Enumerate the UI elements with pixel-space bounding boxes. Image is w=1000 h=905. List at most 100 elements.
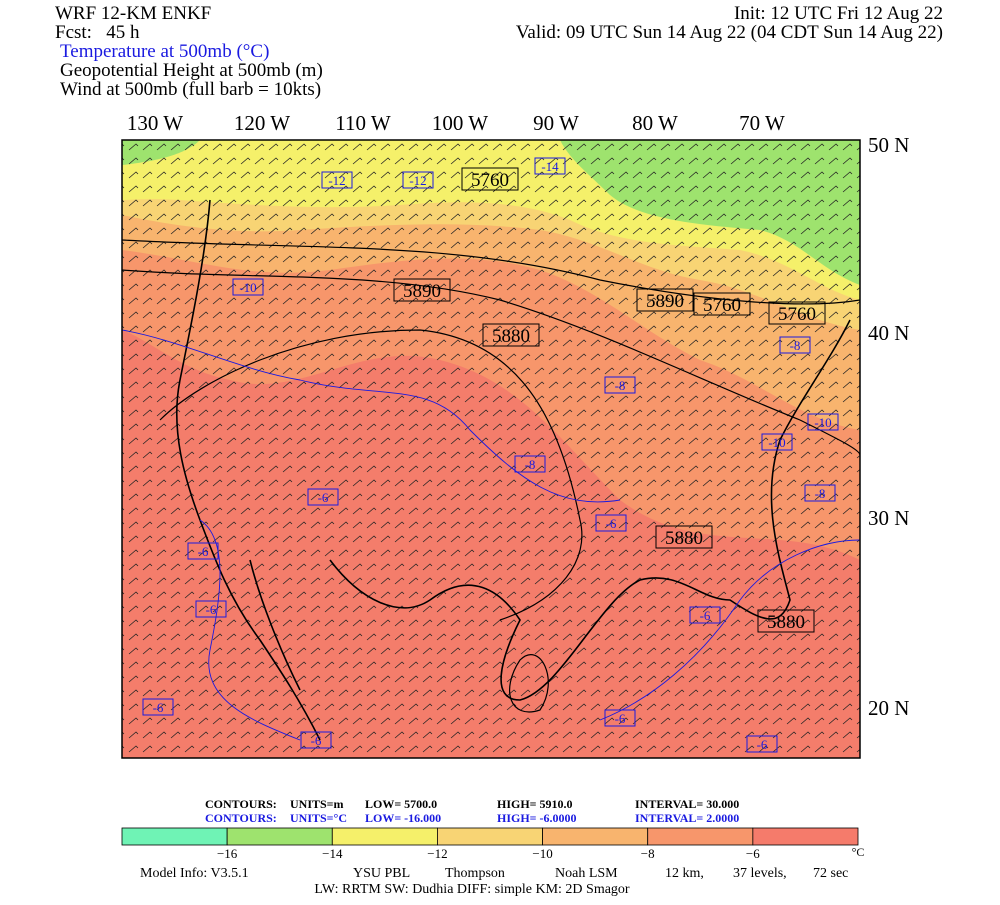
height-label-box	[636, 288, 694, 312]
height-label: 5880	[492, 326, 530, 347]
init-time: Init: 12 UTC Fri 12 Aug 22	[734, 3, 943, 24]
height-label-box	[393, 278, 451, 302]
temperature-label: -6	[311, 733, 322, 748]
height-label-box	[482, 323, 540, 347]
temperature-label-box	[761, 433, 793, 451]
temperature-label: -8	[525, 457, 536, 472]
temperature-label: -6	[615, 711, 626, 726]
temperature-label: -6	[198, 544, 209, 559]
temperature-label: -8	[615, 378, 626, 393]
height-label: 5760	[703, 295, 741, 316]
latitude-label: 40 N	[868, 321, 909, 345]
colorbar-swatch	[437, 827, 543, 846]
temperature-label: -10	[768, 435, 785, 450]
longitude-label: 100 W	[432, 111, 488, 135]
temperature-label: -12	[328, 173, 345, 188]
temperature-contour-info: UNITS=°C	[290, 811, 347, 825]
height-contour-info: HIGH= 5910.0	[497, 797, 573, 811]
temperature-contour-info: INTERVAL= 2.0000	[635, 811, 739, 825]
colorbar-swatch	[121, 827, 228, 846]
temperature-contours	[122, 329, 860, 741]
temperature-label: -8	[790, 338, 801, 353]
model-info: Thompson	[445, 866, 505, 881]
model-info: 37 levels,	[733, 866, 787, 881]
temperature-label-box	[187, 542, 219, 560]
height-label-box	[693, 292, 751, 316]
temperature-contour-info: LOW= -16.000	[365, 811, 441, 825]
colorbar-unit: °C	[852, 845, 865, 859]
temperature-label-box	[604, 376, 636, 394]
temperature-label-box	[232, 278, 264, 296]
temperature-label-box	[807, 413, 839, 431]
temperature-label-box	[746, 735, 778, 753]
height-contour-info: CONTOURS:	[205, 797, 277, 811]
temperature-label: -12	[409, 173, 426, 188]
colorbar-swatch	[542, 827, 649, 846]
coastlines	[175, 199, 851, 741]
latitude-label: 50 N	[868, 133, 909, 157]
colorbar-swatch	[226, 827, 333, 846]
colorbar-label: −6	[746, 846, 760, 861]
temperature-label: -6	[318, 490, 329, 505]
field-wind: Wind at 500mb (full barb = 10kts)	[60, 79, 321, 100]
temperature-label-box	[604, 709, 636, 727]
temperature-label-box	[804, 484, 836, 502]
height-label-box	[655, 525, 713, 549]
temperature-label-box	[534, 157, 566, 175]
temperature-label-box	[595, 514, 627, 532]
model-info: YSU PBL	[353, 866, 410, 881]
temperature-label: -6	[757, 737, 768, 752]
longitude-label: 90 W	[533, 111, 579, 135]
longitude-label: 70 W	[739, 111, 785, 135]
longitude-label: 110 W	[335, 111, 391, 135]
temperature-label: -8	[815, 486, 826, 501]
temperature-label: -6	[700, 608, 711, 623]
longitude-label: 120 W	[234, 111, 290, 135]
temperature-label-box	[689, 606, 721, 624]
model-info: Noah LSM	[555, 866, 618, 881]
temperature-label-box	[195, 600, 227, 618]
latitude-label: 20 N	[868, 696, 909, 720]
temperature-contour-info: CONTOURS:	[205, 811, 277, 825]
longitude-label: 80 W	[632, 111, 678, 135]
forecast-hour: Fcst: 45 h	[55, 22, 140, 43]
temperature-label-box	[779, 336, 811, 354]
temperature-label-box	[321, 171, 353, 189]
colorbar-label: −16	[217, 846, 238, 861]
height-label: 5890	[403, 281, 441, 302]
longitude-label: 130 W	[127, 111, 183, 135]
model-info-physics: LW: RRTM SW: Dudhia DIFF: simple KM: 2D …	[314, 882, 630, 897]
height-contour-info: LOW= 5700.0	[365, 797, 437, 811]
field-temperature: Temperature at 500mb (°C)	[60, 41, 269, 62]
height-label: 5760	[471, 170, 509, 191]
model-info: Model Info: V3.5.1	[140, 866, 249, 881]
height-label: 5760	[778, 304, 816, 325]
colorbar-swatch	[647, 827, 754, 846]
wind-barbs	[122, 140, 860, 758]
temperature-label-box	[142, 698, 174, 716]
temperature-contour-info: HIGH= -6.0000	[497, 811, 577, 825]
latitude-label: 30 N	[868, 506, 909, 530]
colorbar-swatch	[752, 827, 859, 846]
valid-time: Valid: 09 UTC Sun 14 Aug 22 (04 CDT Sun …	[516, 22, 943, 43]
temperature-label: -6	[606, 516, 617, 531]
height-label: 5880	[767, 612, 805, 633]
model-info: 12 km,	[665, 866, 704, 881]
temperature-label-box	[307, 488, 339, 506]
height-label-box	[757, 609, 815, 633]
temperature-label-box	[402, 171, 434, 189]
field-height: Geopotential Height at 500mb (m)	[60, 60, 323, 81]
temperature-label-box	[514, 455, 546, 473]
colorbar-label: −8	[641, 846, 655, 861]
model-info: 72 sec	[813, 866, 848, 881]
height-contour-info: INTERVAL= 30.000	[635, 797, 739, 811]
colorbar-label: −10	[532, 846, 552, 861]
colorbar-label: −12	[427, 846, 447, 861]
colorbar-label: −14	[322, 846, 343, 861]
colorbar-swatch	[331, 827, 438, 846]
temperature-label: -6	[206, 602, 217, 617]
temperature-label-box	[300, 731, 332, 749]
model-name: WRF 12-KM ENKF	[55, 3, 211, 24]
height-contours	[122, 239, 860, 713]
